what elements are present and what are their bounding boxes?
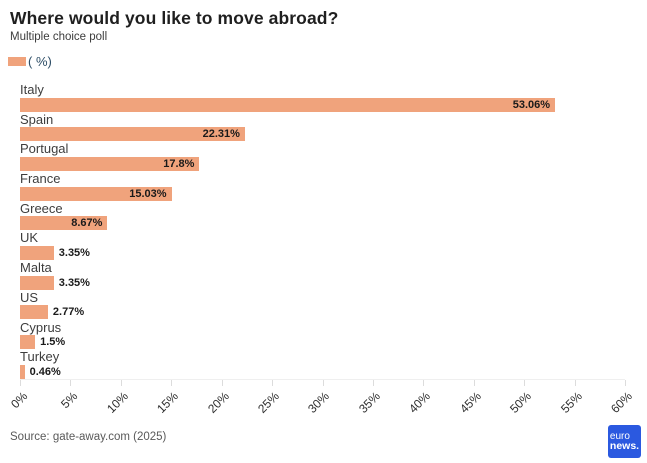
bar-track: 8.67% bbox=[20, 216, 625, 231]
axis-tick bbox=[171, 379, 173, 386]
category-label: US bbox=[20, 289, 39, 305]
category-label: Spain bbox=[20, 111, 54, 127]
bar-track: 53.06% bbox=[20, 97, 625, 112]
category-label: UK bbox=[20, 230, 39, 246]
bar: 53.06% bbox=[20, 97, 556, 112]
bar: 3.35% bbox=[20, 275, 90, 290]
x-axis-label: 5% bbox=[58, 388, 81, 412]
category-label: Turkey bbox=[20, 349, 60, 365]
value-label: 0.46% bbox=[29, 365, 61, 378]
axis-tick bbox=[372, 379, 374, 386]
axis-tick bbox=[524, 379, 526, 386]
bar: 22.31% bbox=[20, 127, 245, 142]
category-label: Greece bbox=[20, 200, 63, 216]
bar-row: Italy 53.06% bbox=[20, 82, 625, 112]
euronews-logo[interactable]: euro news. bbox=[608, 425, 641, 458]
axis-tick bbox=[120, 379, 122, 386]
logo-line-euro: euro bbox=[609, 431, 630, 442]
axis-tick bbox=[625, 379, 626, 386]
axis-tick bbox=[423, 379, 425, 386]
x-axis-label: 20% bbox=[204, 388, 232, 416]
x-axis-label: 30% bbox=[305, 388, 333, 416]
category-label: France bbox=[20, 171, 61, 187]
bar-track: 17.8% bbox=[20, 156, 625, 171]
bar-row: US 2.77% bbox=[20, 290, 625, 320]
x-axis: 0% 5% 10% 15% 20% 25% 30% 35% 40% 45% 50% 55% 60% bbox=[8, 378, 635, 426]
bar-track: 3.35% bbox=[20, 245, 625, 260]
bar-track: 22.31% bbox=[20, 127, 625, 142]
bar-row: Spain 22.31% bbox=[20, 112, 625, 142]
bar-row: France 15.03% bbox=[20, 171, 625, 201]
bar: 0.46% bbox=[20, 364, 61, 379]
axis-tick bbox=[272, 379, 274, 386]
axis-tick bbox=[473, 379, 475, 386]
bar: 1.5% bbox=[20, 335, 65, 349]
value-label: 2.77% bbox=[52, 306, 85, 319]
legend-swatch-icon bbox=[8, 57, 26, 66]
bar: 17.8% bbox=[20, 156, 200, 171]
x-axis-label: 55% bbox=[557, 388, 585, 416]
axis-tick bbox=[574, 379, 576, 386]
axis-tick bbox=[221, 379, 223, 386]
value-label: 53.06% bbox=[512, 98, 551, 111]
chart-subtitle: Multiple choice poll bbox=[10, 31, 108, 43]
x-axis-label: 15% bbox=[154, 388, 182, 416]
bar: 3.35% bbox=[20, 245, 90, 260]
bar: 8.67% bbox=[20, 216, 108, 231]
bar-track: 15.03% bbox=[20, 186, 625, 201]
bar: 15.03% bbox=[20, 186, 172, 201]
category-label: Cyprus bbox=[20, 319, 62, 335]
x-axis-label: 40% bbox=[406, 388, 434, 416]
x-axis-label: 45% bbox=[456, 388, 484, 416]
bar-row: Turkey 0.46% bbox=[20, 349, 625, 379]
axis-tick bbox=[70, 379, 72, 386]
value-label: 15.03% bbox=[129, 187, 167, 200]
legend: ( %) bbox=[8, 54, 639, 69]
value-label: 1.5% bbox=[40, 336, 66, 348]
x-axis-label: 0% bbox=[7, 388, 30, 412]
axis-tick bbox=[322, 379, 324, 386]
bar-row: Cyprus 1.5% bbox=[20, 320, 625, 350]
bar-track: 3.35% bbox=[20, 275, 625, 290]
x-axis-label: 35% bbox=[355, 388, 383, 416]
category-label: Italy bbox=[20, 82, 44, 97]
category-label: Malta bbox=[20, 260, 52, 276]
x-axis-label: 50% bbox=[507, 388, 535, 416]
x-axis-label: 60% bbox=[608, 388, 635, 416]
chart-title: Where would you like to move abroad? bbox=[10, 8, 339, 28]
plot-area: Italy 53.06% Spain 22.31% Portugal 17.8% Franc… bbox=[8, 82, 635, 426]
source-text: Source: gate-away.com (2025) bbox=[10, 431, 167, 443]
euronews-logo-text: euro news. bbox=[609, 431, 640, 452]
value-label: 3.35% bbox=[58, 276, 90, 289]
category-label: Portugal bbox=[20, 141, 69, 157]
value-label: 22.31% bbox=[202, 128, 240, 141]
bar-track: 2.77% bbox=[20, 305, 625, 320]
logo-line-news: news. bbox=[609, 440, 640, 452]
legend-label: ( %) bbox=[28, 54, 52, 69]
bar-row: UK 3.35% bbox=[20, 230, 625, 260]
bar-row: Greece 8.67% bbox=[20, 201, 625, 231]
bar-track: 1.5% bbox=[20, 335, 625, 349]
bar-row: Portugal 17.8% bbox=[20, 141, 625, 171]
bar-row: Malta 3.35% bbox=[20, 260, 625, 290]
axis-tick bbox=[20, 379, 21, 386]
x-axis-label: 25% bbox=[255, 388, 282, 416]
value-label: 3.35% bbox=[58, 246, 90, 259]
bar-rows: Italy 53.06% Spain 22.31% Portugal 17.8% Franc… bbox=[20, 82, 625, 379]
bar-track: 0.46% bbox=[20, 364, 625, 379]
value-label: 8.67% bbox=[71, 217, 103, 230]
bar: 2.77% bbox=[20, 305, 84, 320]
value-label: 17.8% bbox=[163, 157, 195, 170]
x-axis-label: 10% bbox=[103, 388, 131, 416]
